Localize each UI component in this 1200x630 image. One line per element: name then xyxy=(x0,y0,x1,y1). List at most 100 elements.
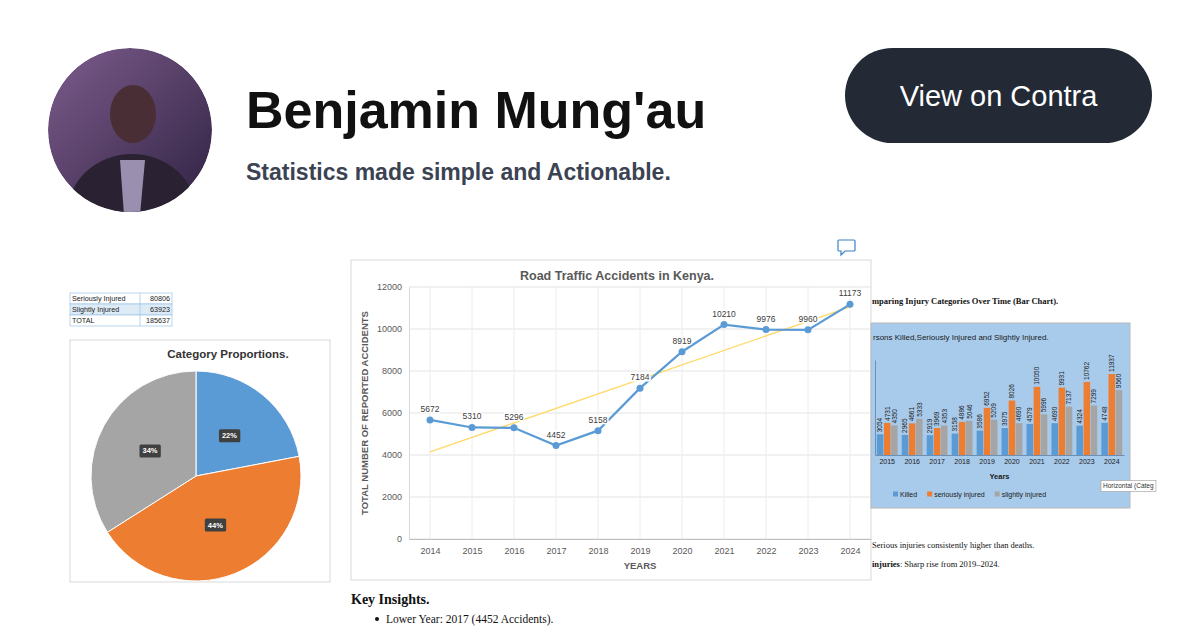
data-label: 3586 xyxy=(976,414,983,429)
bar xyxy=(927,435,934,455)
bar xyxy=(1009,401,1016,455)
bar xyxy=(984,408,991,455)
x-tick-label: 2016 xyxy=(904,458,920,465)
x-tick: 2020 xyxy=(1004,455,1020,465)
y-axis: 020004000600080001000012000 xyxy=(377,282,410,544)
data-label: 11173 xyxy=(839,288,862,298)
x-axis-line xyxy=(876,455,1125,456)
data-label: 34% xyxy=(142,446,157,455)
x-tick: 2022 xyxy=(756,539,776,556)
note-bold: injuries xyxy=(872,559,901,569)
data-label: 5296 xyxy=(505,412,524,422)
data-label: 3975 xyxy=(1001,411,1008,426)
data-label: 22% xyxy=(222,431,237,440)
x-tick: 2021 xyxy=(714,539,734,556)
data-label: 10050 xyxy=(1033,366,1040,384)
x-tick-label: 2017 xyxy=(546,546,566,556)
comment-icon xyxy=(838,240,855,255)
data-label: 10762 xyxy=(1083,362,1090,380)
point xyxy=(511,424,518,431)
point xyxy=(805,326,812,333)
note-text: Serious injuries consistently higher tha… xyxy=(872,540,1034,550)
bar xyxy=(1051,423,1058,455)
bar xyxy=(1076,426,1083,455)
button-background[interactable] xyxy=(845,48,1152,143)
x-tick-label: 2018 xyxy=(588,546,608,556)
x-axis: 2015201620172018201920202021202220232024 xyxy=(876,455,1125,465)
x-tick: 2020 xyxy=(672,539,692,556)
x-tick: 2024 xyxy=(840,539,860,556)
x-tick-label: 2014 xyxy=(420,546,440,556)
point xyxy=(427,416,434,423)
x-tick-label: 2023 xyxy=(1079,458,1095,465)
note-line: injuries: Sharp rise from 2019–2024. xyxy=(872,559,1000,569)
data-label: 9976 xyxy=(757,314,776,324)
data-label: 5333 xyxy=(916,402,923,417)
x-tick-label: 2021 xyxy=(714,546,734,556)
y-tick-label: 0 xyxy=(397,534,402,544)
data-label: 6952 xyxy=(983,391,990,406)
x-tick: 2016 xyxy=(504,539,524,556)
bar xyxy=(1016,423,1023,455)
x-tick-label: 2015 xyxy=(462,546,482,556)
label-box xyxy=(219,429,240,442)
pie-slice xyxy=(91,371,196,532)
bar xyxy=(959,422,966,455)
x-tick: 2024 xyxy=(1104,455,1120,465)
point xyxy=(721,321,728,328)
series-line xyxy=(430,304,850,445)
chart-panel xyxy=(351,260,871,580)
table-divider xyxy=(140,293,141,304)
bar xyxy=(977,431,984,455)
data-label: 3158 xyxy=(951,417,958,432)
data-label: 9560 xyxy=(1115,373,1122,388)
y-axis-line xyxy=(409,288,410,540)
bar xyxy=(902,435,909,455)
table-value: 80806 xyxy=(150,294,170,303)
bar xyxy=(952,434,959,455)
table-divider xyxy=(140,315,141,326)
y-tick: 0 xyxy=(397,534,409,544)
legend-label: slightly injured xyxy=(1002,491,1046,499)
point xyxy=(847,301,854,308)
avatar-head xyxy=(110,85,156,143)
grid xyxy=(409,287,871,539)
y-tick: 10000 xyxy=(377,324,409,334)
point xyxy=(469,424,476,431)
bar xyxy=(909,423,916,455)
data-labels: 3054296529193158358639754579469043244748… xyxy=(876,354,1122,433)
data-label: 5158 xyxy=(589,415,608,425)
x-tick: 2018 xyxy=(954,455,970,465)
slice-labels: 22%44%34% xyxy=(139,429,240,531)
y-axis xyxy=(875,361,876,456)
data-label: 8026 xyxy=(1008,384,1015,399)
line-chart: Road Traffic Accidents in Kenya. 2014 2015… xyxy=(351,240,872,580)
notes-heading: mparing Injury Categories Over Time (Bar… xyxy=(872,296,1058,306)
insights-title: Key Insights. xyxy=(351,592,430,607)
data-label: 4353 xyxy=(941,409,948,424)
data-label: 4324 xyxy=(1076,409,1083,424)
page: Benjamin Mung'auStatistics made simple a… xyxy=(0,0,1200,630)
data-label: 9960 xyxy=(799,314,818,324)
button-label[interactable]: View on Contra xyxy=(900,80,1099,112)
avatar-body xyxy=(68,154,196,270)
data-label: 4350 xyxy=(891,409,898,424)
legend: Killedseriously injuredslightly injured xyxy=(893,491,1046,499)
y-tick: 4000 xyxy=(382,450,409,460)
data-label: 2919 xyxy=(926,418,933,433)
x-tick: 2017 xyxy=(929,455,945,465)
contra-button[interactable]: View on Contra xyxy=(845,48,1152,143)
x-tick-label: 2022 xyxy=(1054,458,1070,465)
chart-title: Road Traffic Accidents in Kenya. xyxy=(520,269,714,283)
bar xyxy=(966,421,973,455)
table-value: 63923 xyxy=(150,305,170,314)
table-row xyxy=(70,293,172,304)
bar xyxy=(1041,414,1048,455)
table-label: TOTAL xyxy=(72,316,95,325)
y-tick: 12000 xyxy=(377,282,409,292)
point xyxy=(679,348,686,355)
grid-line xyxy=(640,287,641,539)
x-axis-title: YEARS xyxy=(624,560,657,571)
x-tick: 2023 xyxy=(798,539,818,556)
y-tick-label: 6000 xyxy=(382,408,402,418)
